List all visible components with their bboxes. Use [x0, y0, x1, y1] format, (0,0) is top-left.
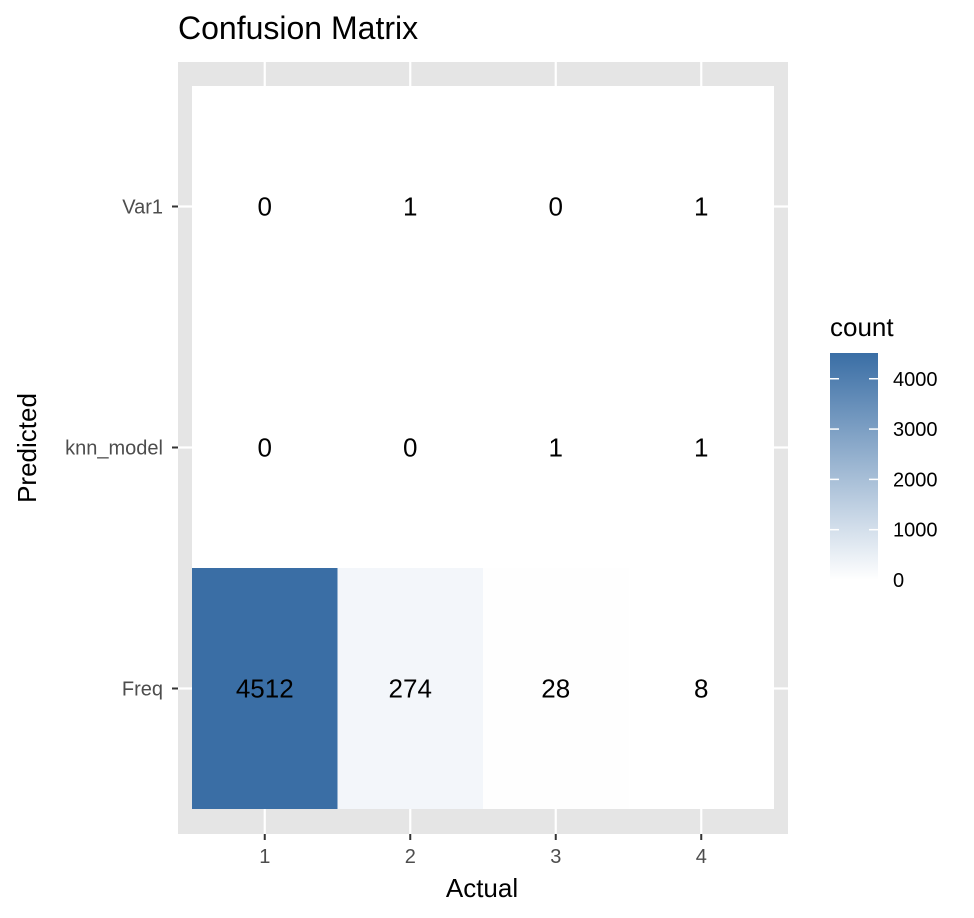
legend-tick-label: 4000 [893, 369, 938, 391]
y-axis-title: Predicted [12, 393, 42, 503]
x-axis-ticks: 1 2 3 4 [259, 834, 707, 868]
heatmap-tile [483, 568, 629, 809]
legend-ticks: 0 1000 2000 3000 4000 [830, 369, 938, 592]
cell-label: 1 [549, 433, 563, 463]
x-tick-label: 1 [259, 846, 270, 868]
legend-tick-label: 2000 [893, 469, 938, 491]
y-axis-ticks: Var1 knn_model Freq [65, 197, 178, 701]
cell-label: 0 [258, 192, 272, 222]
cell-label: 0 [403, 433, 417, 463]
heatmap-tile [628, 568, 774, 809]
heatmap-tile [192, 568, 338, 809]
cell-label: 1 [694, 433, 708, 463]
cell-label: 1 [403, 192, 417, 222]
x-axis-title: Actual [446, 873, 518, 903]
cell-label: 4512 [236, 674, 294, 704]
y-tick-label: knn_model [65, 438, 163, 460]
y-tick-label: Freq [122, 679, 163, 701]
x-tick-label: 2 [405, 846, 416, 868]
y-tick-label: Var1 [122, 197, 163, 219]
legend-tick-label: 3000 [893, 419, 938, 441]
chart-title: Confusion Matrix [178, 10, 418, 46]
cell-label: 0 [549, 192, 563, 222]
heatmap-tiles [192, 86, 774, 809]
cell-label: 1 [694, 192, 708, 222]
legend: count 0 1000 2000 3000 4000 [830, 312, 938, 592]
legend-title: count [830, 312, 894, 342]
heatmap-tile [337, 568, 483, 809]
cell-labels: 0 1 0 1 0 0 1 1 4512 274 28 8 [236, 192, 709, 704]
cell-label: 0 [258, 433, 272, 463]
x-tick-label: 3 [550, 846, 561, 868]
legend-tick-label: 0 [893, 570, 904, 592]
cell-label: 8 [694, 674, 708, 704]
legend-tick-label: 1000 [893, 520, 938, 542]
cell-label: 274 [389, 674, 432, 704]
x-tick-label: 4 [696, 846, 707, 868]
legend-colorbar [830, 353, 878, 580]
cell-label: 28 [541, 674, 570, 704]
